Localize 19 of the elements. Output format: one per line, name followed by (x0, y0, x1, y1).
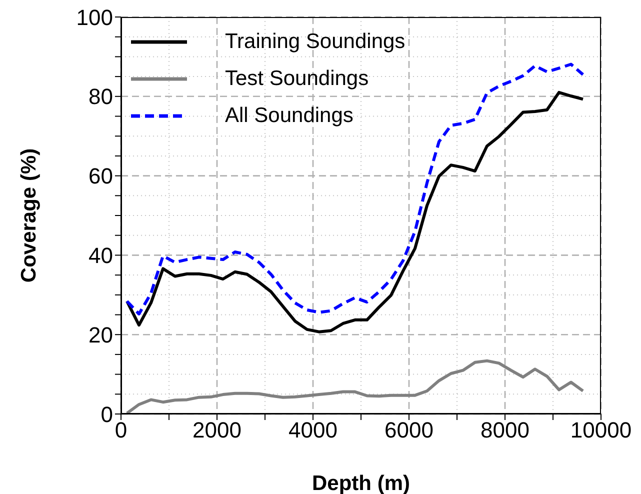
y-tick-label: 0 (100, 402, 113, 427)
line-series (126, 62, 584, 316)
y-axis-title: Coverage (%) (17, 148, 40, 283)
legend-label: All Soundings (225, 103, 354, 129)
x-tick-label: 10000 (570, 418, 632, 443)
y-tick-label: 80 (88, 84, 113, 110)
y-tick-label: 40 (88, 243, 113, 268)
line-series (126, 90, 584, 334)
legend-label: Training Soundings (225, 29, 406, 55)
y-tick-label: 20 (88, 322, 113, 348)
x-tick-label: 4000 (288, 418, 338, 443)
x-tick-label: 6000 (384, 418, 434, 443)
legend-label: Test Soundings (225, 66, 369, 92)
line-series (126, 359, 584, 414)
y-tick-label: 100 (76, 4, 113, 30)
x-tick-label: 8000 (480, 418, 530, 443)
x-axis-title: Depth (m) (312, 472, 410, 494)
x-tick-label: 2000 (192, 418, 242, 443)
y-tick-label: 60 (88, 164, 113, 189)
